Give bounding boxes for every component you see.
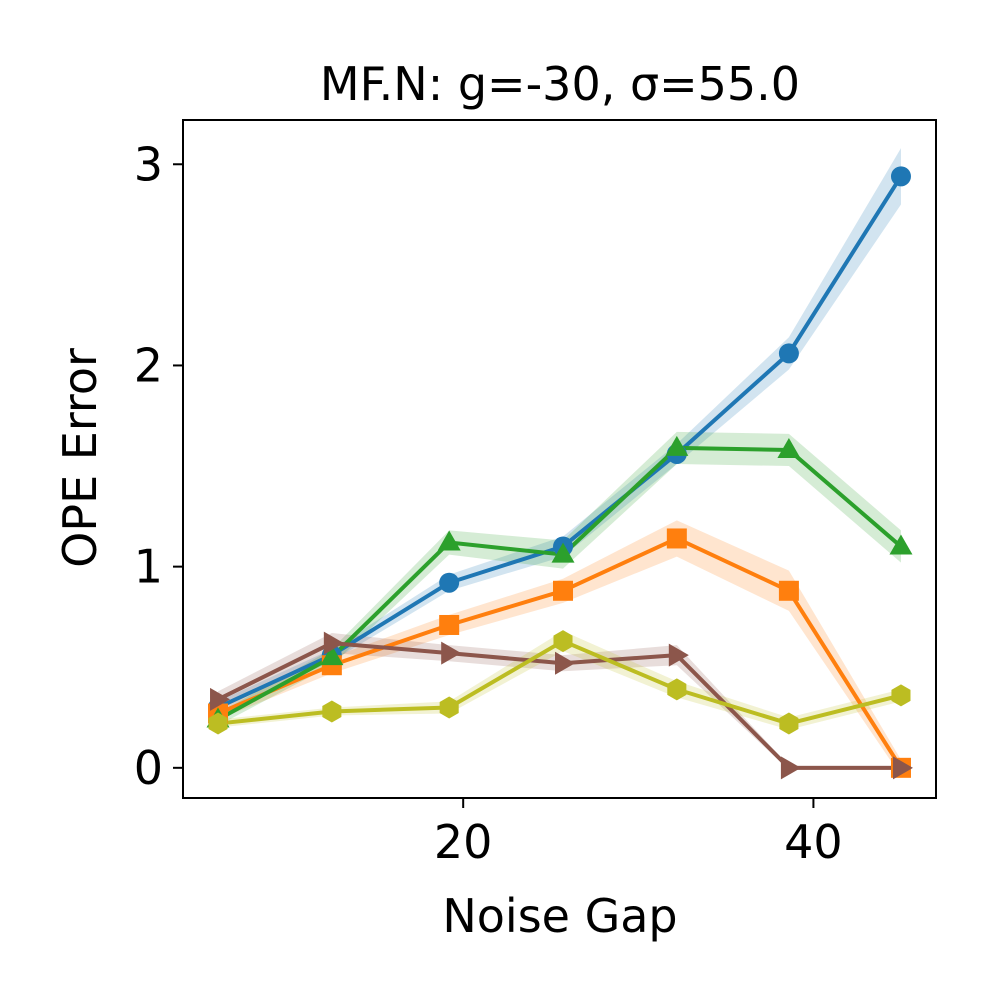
y-tick-label-0: 0 xyxy=(134,741,163,795)
band-blue xyxy=(218,148,901,714)
chart-title: MF.N: g=-30, σ=55.0 xyxy=(320,57,800,111)
point-olive-2 xyxy=(439,696,459,719)
y-tick-label-1: 1 xyxy=(134,540,163,594)
point-brown-5 xyxy=(780,756,801,780)
confidence-bands xyxy=(218,148,901,776)
point-blue-6 xyxy=(890,166,911,187)
x-tick-label-1: 40 xyxy=(784,815,843,869)
x-tick-label-0: 20 xyxy=(434,815,493,869)
point-green-4 xyxy=(665,435,689,456)
x-axis-label: Noise Gap xyxy=(442,889,677,943)
point-olive-5 xyxy=(779,712,799,735)
point-olive-4 xyxy=(667,678,687,701)
point-blue-2 xyxy=(439,572,460,593)
point-olive-0 xyxy=(208,712,228,735)
y-tick-label-2: 2 xyxy=(134,338,163,392)
point-orange-4 xyxy=(666,528,687,549)
series-line-blue xyxy=(217,175,903,710)
point-blue-5 xyxy=(778,343,799,364)
point-brown-0 xyxy=(210,687,231,711)
series-markers xyxy=(206,166,913,780)
point-orange-2 xyxy=(439,614,460,635)
point-brown-1 xyxy=(323,631,344,655)
point-olive-3 xyxy=(553,630,573,653)
point-olive-6 xyxy=(891,684,911,707)
point-brown-2 xyxy=(441,641,462,665)
point-orange-5 xyxy=(778,580,799,601)
point-green-1 xyxy=(320,645,344,666)
plot-frame xyxy=(182,119,937,799)
point-green-6 xyxy=(889,534,913,555)
point-olive-1 xyxy=(322,700,342,723)
axis-ticks: 20 40 0 1 2 3 xyxy=(134,137,843,869)
band-green xyxy=(218,431,901,726)
point-orange-3 xyxy=(553,580,574,601)
y-axis-label: OPE Error xyxy=(53,348,107,568)
y-tick-label-3: 3 xyxy=(134,137,163,191)
point-brown-4 xyxy=(668,643,689,667)
point-green-5 xyxy=(777,437,801,458)
point-green-2 xyxy=(437,530,461,551)
point-brown-3 xyxy=(555,651,576,675)
point-green-3 xyxy=(551,542,575,563)
band-brown xyxy=(218,633,901,770)
point-brown-6 xyxy=(892,756,913,780)
